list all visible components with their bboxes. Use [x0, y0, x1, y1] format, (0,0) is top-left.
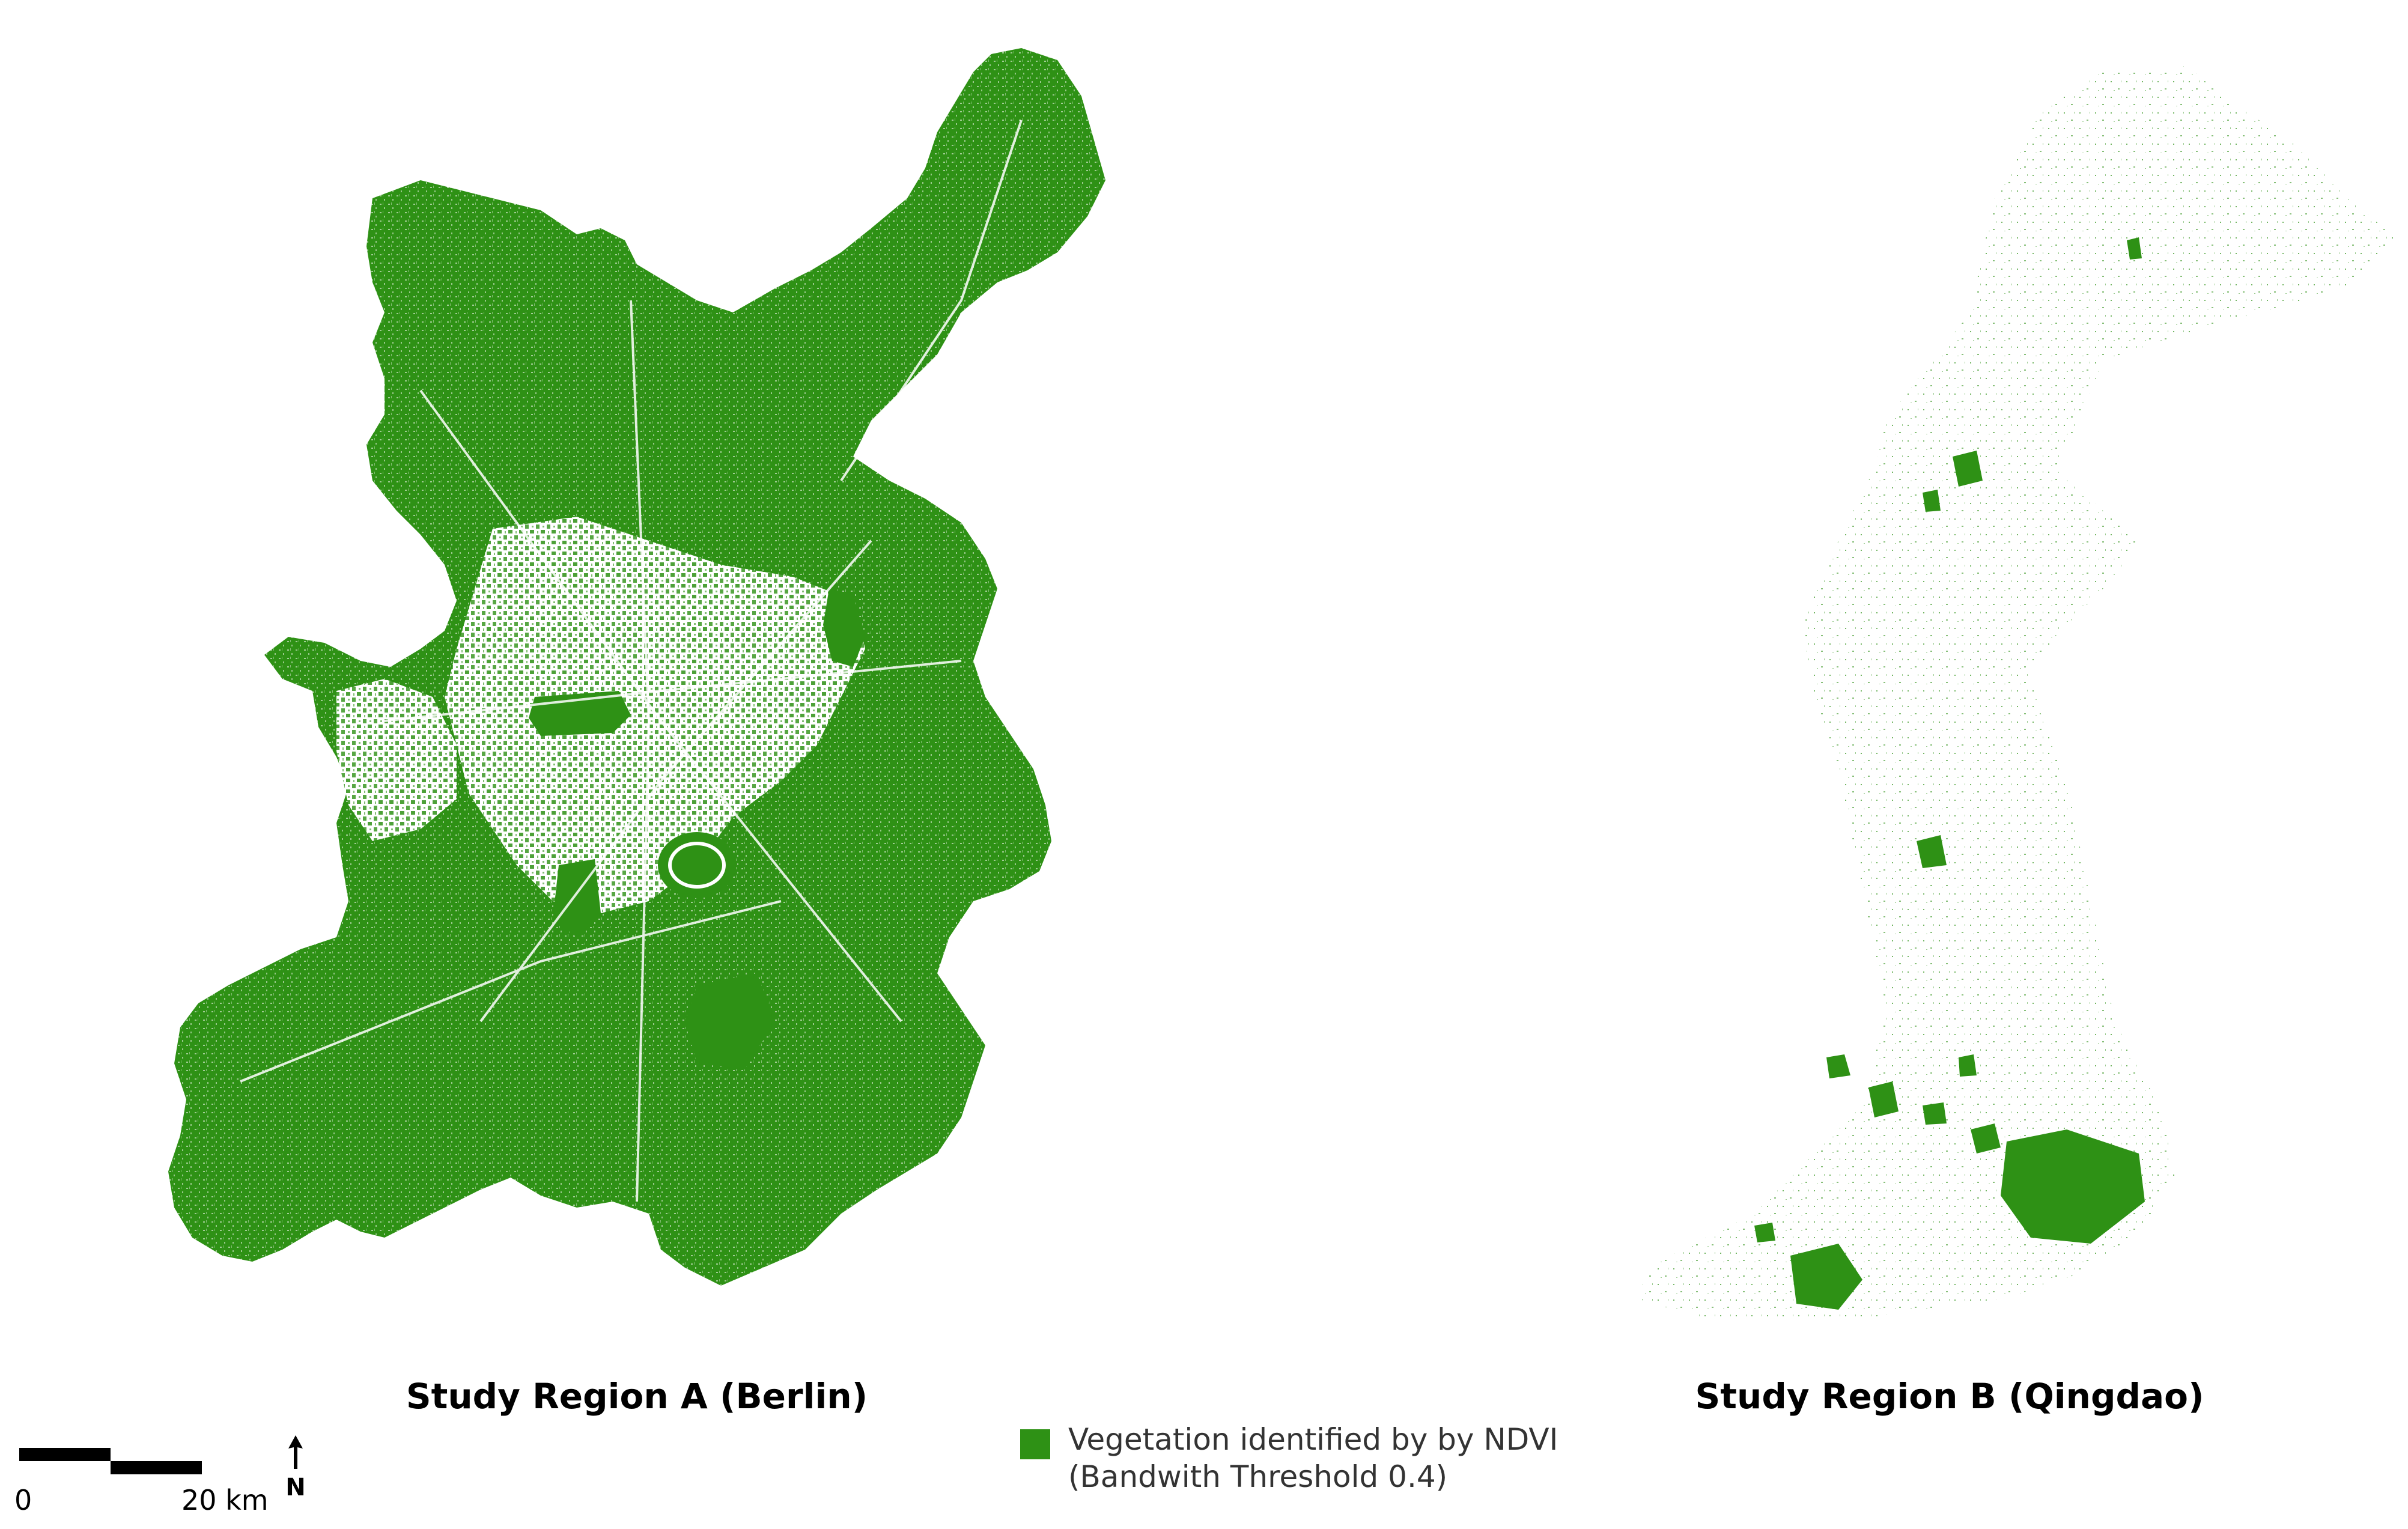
region-b-outline — [1634, 66, 2397, 1322]
region-a-park-tiergarten — [529, 691, 631, 736]
scale-bar-start-label: 0 — [14, 1484, 32, 1516]
region-a-vegetation-map — [168, 48, 1105, 1286]
region-a-park-east — [823, 589, 865, 667]
scale-bar-segment-1 — [19, 1448, 111, 1461]
region-a-tempelhof-ring — [668, 842, 726, 889]
region-a-title: Study Region A (Berlin) — [406, 1376, 868, 1417]
north-arrow-icon: N — [278, 1433, 314, 1501]
map-legend: Vegetation identified by by NDVI (Bandwi… — [1020, 1421, 1558, 1495]
north-arrow-label: N — [285, 1474, 305, 1499]
region-b-vegetation-map — [1634, 66, 2397, 1322]
scale-bar-end-label: 20 km — [181, 1484, 269, 1516]
legend-swatch — [1020, 1429, 1050, 1459]
legend-text: Vegetation identified by by NDVI (Bandwi… — [1068, 1421, 1558, 1495]
region-a-roads — [240, 120, 1023, 1202]
scale-bar: 0 20 km — [14, 1448, 269, 1516]
legend-line-1: Vegetation identified by by NDVI — [1068, 1422, 1558, 1457]
region-a-urban-core — [445, 517, 865, 913]
region-a-park-southeast — [685, 973, 775, 1069]
region-b-title: Study Region B (Qingdao) — [1695, 1376, 2204, 1417]
region-a-west-urban — [336, 679, 457, 841]
legend-line-2: (Bandwith Threshold 0.4) — [1068, 1459, 1448, 1494]
scale-bar-segment-2 — [111, 1461, 202, 1474]
region-b-vegetation-patches — [1754, 237, 2145, 1310]
